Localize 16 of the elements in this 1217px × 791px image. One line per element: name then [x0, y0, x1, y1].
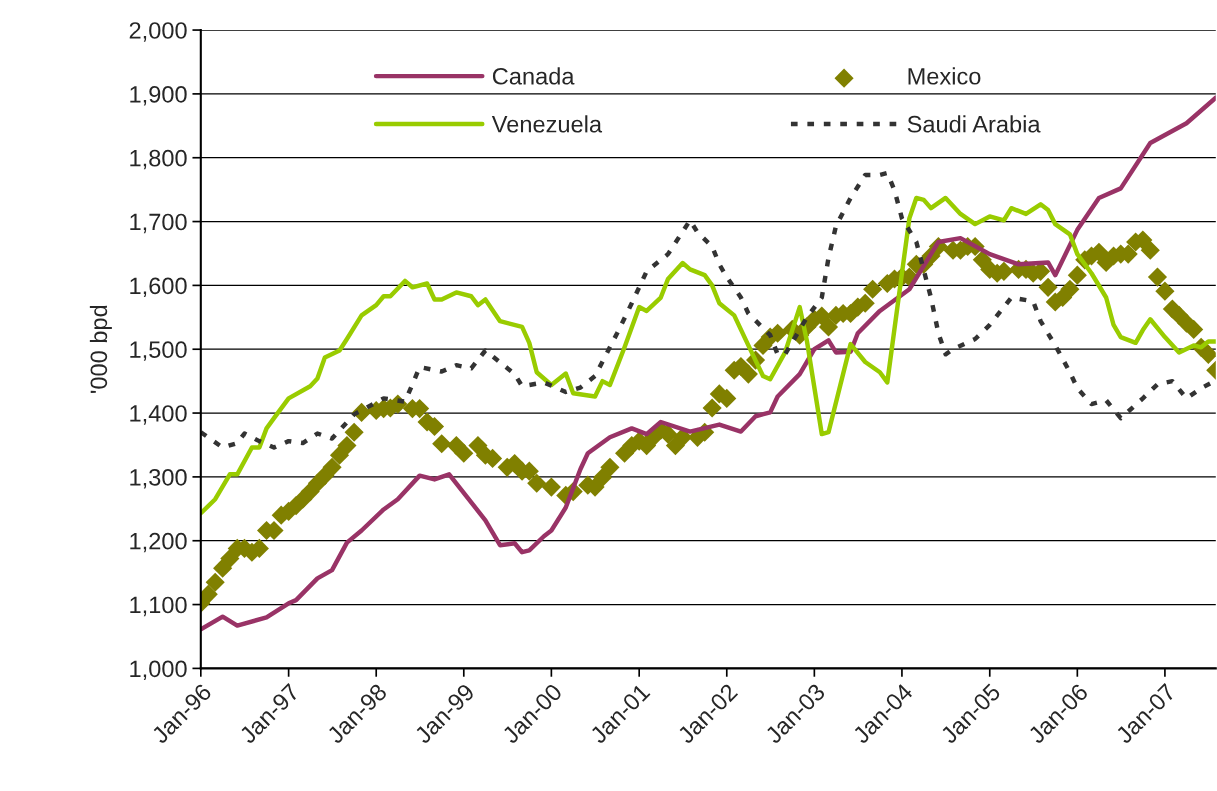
legend-label: Canada — [492, 67, 575, 85]
y-tick-label: 1,000 — [130, 660, 187, 680]
y-tick-label: 1,100 — [130, 596, 187, 617]
y-tick-label: 1,900 — [130, 85, 187, 106]
legend-label: Mexico — [908, 67, 981, 85]
y-tick-label: 1,200 — [130, 532, 187, 553]
y-tick-label: 1,700 — [130, 213, 187, 234]
y-tick-label: 1,800 — [130, 149, 187, 170]
y-tick-label: 1,400 — [130, 405, 187, 425]
y-tick-label: 1,500 — [130, 341, 187, 361]
y-tick-label: 1,300 — [130, 468, 187, 489]
y-tick-label: 2,000 — [129, 22, 187, 42]
y-axis-title: '000 bpd — [89, 305, 112, 393]
legend-label: Saudi Arabia — [907, 115, 1041, 133]
legend-label: Venezuela — [491, 115, 603, 133]
y-tick-label: 1,600 — [130, 277, 187, 297]
